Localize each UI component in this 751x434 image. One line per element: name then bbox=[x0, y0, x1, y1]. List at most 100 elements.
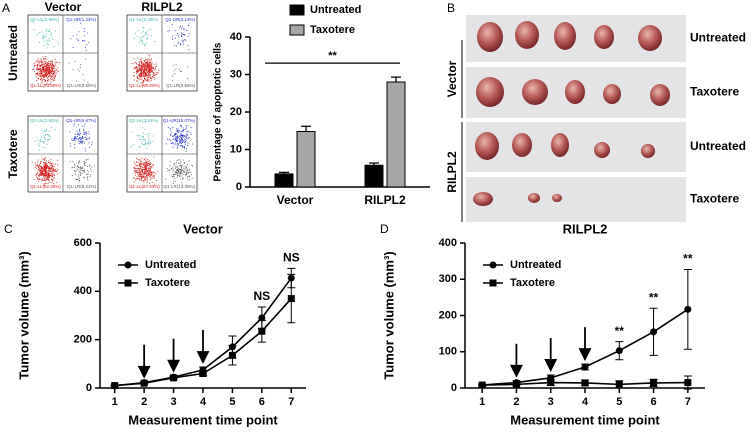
flow-dot bbox=[47, 70, 48, 72]
flow-dot bbox=[134, 68, 136, 70]
flow-dot bbox=[47, 182, 49, 184]
flow-dot bbox=[133, 168, 135, 170]
flow-dot bbox=[137, 178, 139, 179]
flow-dot bbox=[133, 62, 135, 64]
x-tick-label: 4 bbox=[582, 396, 589, 408]
flow-dot bbox=[141, 65, 143, 67]
flow-dot bbox=[174, 73, 176, 75]
flow-dot bbox=[81, 137, 83, 139]
significance-label: ** bbox=[328, 50, 337, 62]
flow-dot bbox=[53, 71, 55, 73]
flow-dot bbox=[179, 27, 181, 29]
flow-dot bbox=[143, 27, 145, 29]
flow-dot bbox=[47, 172, 49, 174]
tumor bbox=[477, 22, 503, 52]
flow-dot bbox=[148, 67, 150, 68]
flow-dot bbox=[49, 73, 51, 75]
flow-dot bbox=[146, 38, 148, 40]
flow-dot bbox=[143, 172, 145, 174]
flow-dot bbox=[172, 75, 173, 77]
flow-dot bbox=[138, 74, 140, 76]
flow-dot bbox=[146, 77, 148, 79]
flow-dot bbox=[150, 67, 152, 69]
flow-dot bbox=[191, 177, 193, 179]
flow-dot bbox=[142, 67, 143, 69]
flow-dot bbox=[84, 170, 85, 172]
flow-dot bbox=[77, 166, 79, 167]
flow-dot bbox=[184, 143, 186, 145]
flow-dot bbox=[137, 169, 139, 171]
flow-dot bbox=[51, 69, 53, 70]
flow-dot bbox=[175, 140, 177, 142]
flow-dot bbox=[134, 168, 136, 169]
flow-dot bbox=[45, 170, 47, 172]
flow-dot bbox=[138, 162, 140, 164]
flow-dot bbox=[143, 162, 145, 164]
flow-dot bbox=[154, 68, 156, 69]
flow-dot bbox=[154, 183, 156, 185]
flow-dot bbox=[48, 169, 50, 171]
flow-dot bbox=[146, 177, 148, 179]
flow-dot bbox=[149, 55, 150, 57]
flow-dot bbox=[80, 23, 82, 25]
flow-dot bbox=[40, 140, 42, 142]
flow-dot bbox=[38, 71, 40, 73]
flow-dot bbox=[84, 136, 86, 138]
flow-dot bbox=[134, 166, 136, 168]
quadrant-label: Q1-UR(6.67%) bbox=[66, 118, 96, 123]
flow-dot bbox=[69, 161, 71, 163]
flow-dot bbox=[86, 132, 87, 134]
flow-dot bbox=[46, 66, 48, 68]
flow-dot bbox=[140, 170, 142, 172]
flow-dot bbox=[48, 69, 50, 70]
flow-dot bbox=[140, 163, 142, 165]
flow-dot bbox=[53, 77, 55, 79]
flow-dot bbox=[150, 69, 152, 71]
flow-dot bbox=[70, 38, 72, 40]
flow-dot bbox=[133, 181, 135, 183]
flow-dot bbox=[148, 169, 150, 171]
flow-dot bbox=[139, 173, 141, 175]
flow-dot bbox=[140, 165, 142, 167]
flow-dot bbox=[35, 73, 37, 74]
flow-dot bbox=[41, 169, 43, 171]
flow-dot bbox=[144, 64, 146, 66]
flow-dot bbox=[83, 133, 85, 135]
flow-dot bbox=[45, 71, 47, 73]
flow-dot bbox=[39, 141, 41, 143]
flow-dot bbox=[53, 163, 55, 165]
row-label: Untreated bbox=[690, 139, 746, 153]
flow-dot bbox=[74, 170, 75, 172]
flow-dot bbox=[48, 37, 50, 39]
flow-dot bbox=[88, 142, 90, 144]
flow-dot bbox=[144, 67, 145, 69]
flow-dot bbox=[42, 74, 44, 76]
flow-dot bbox=[149, 73, 151, 75]
flow-dot bbox=[175, 135, 177, 137]
flow-dot bbox=[42, 141, 44, 142]
flow-dot bbox=[151, 76, 153, 77]
flow-dot bbox=[176, 142, 178, 144]
flow-dot bbox=[87, 138, 89, 140]
flow-dot bbox=[186, 176, 188, 178]
flow-dot bbox=[45, 164, 47, 166]
flow-dot bbox=[140, 78, 142, 80]
flow-dot bbox=[84, 147, 86, 149]
flow-dot bbox=[144, 70, 146, 72]
flow-dot bbox=[144, 180, 146, 182]
flow-dot bbox=[76, 38, 78, 40]
flow-dot bbox=[83, 79, 85, 81]
flow-dot bbox=[147, 159, 148, 160]
flow-dot bbox=[44, 158, 46, 160]
flow-dot bbox=[139, 163, 141, 165]
flow-dot bbox=[139, 69, 141, 71]
flow-dot bbox=[134, 75, 135, 77]
flow-dot bbox=[54, 70, 56, 72]
flow-dot bbox=[144, 166, 145, 168]
flow-dot bbox=[141, 68, 143, 70]
flow-dot bbox=[77, 39, 79, 41]
flow-dot bbox=[89, 164, 91, 166]
flow-dot bbox=[53, 168, 54, 170]
flow-dot bbox=[184, 135, 186, 137]
flow-dot bbox=[33, 68, 35, 70]
